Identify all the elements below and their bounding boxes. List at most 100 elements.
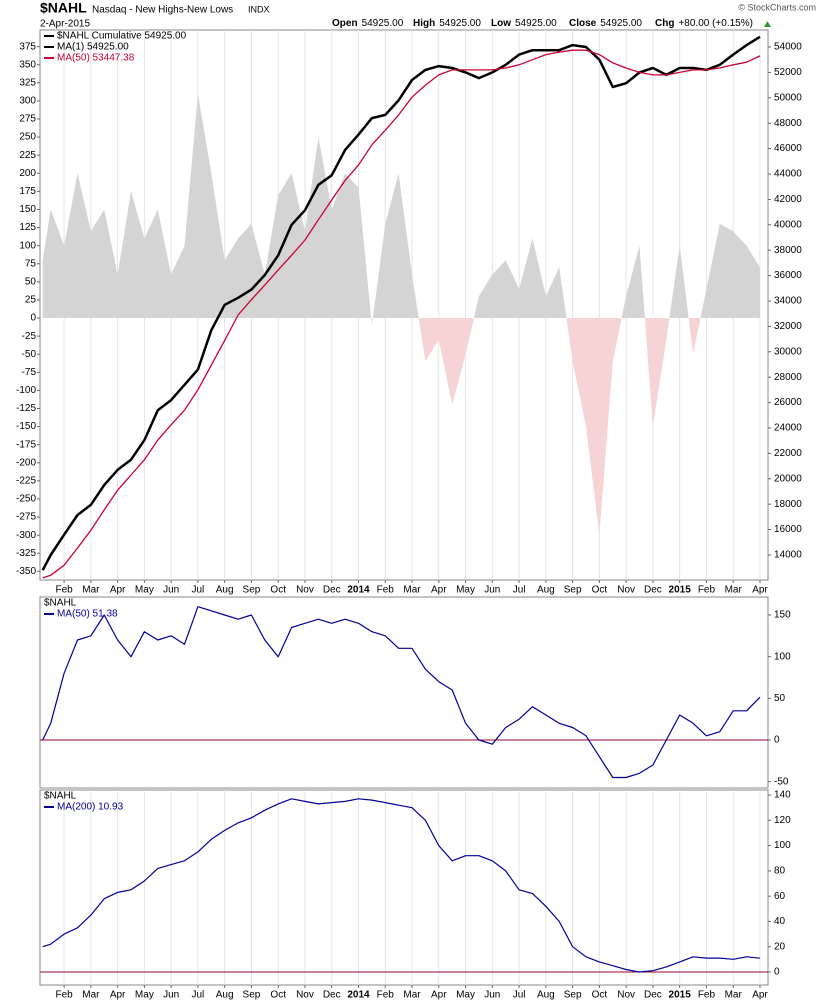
x-tick-label: Apr [752,990,768,1000]
legend-label: $NAHL Cumulative 54925.00 [57,31,187,42]
y2-tick-label: 28000 [774,372,802,383]
x-tick-label: Jun [163,990,179,1000]
exchange: INDX [248,4,270,14]
x-tick-label: Nov [617,990,635,1000]
y2-tick-label: 30000 [774,346,802,357]
x-tick-label: Sep [243,990,261,1000]
x-tick-label: Jul [513,585,526,596]
y-tick-label: -75 [22,367,37,378]
legend-label: MA(50) 53447.38 [57,53,135,64]
y-tick-label: -250 [16,494,36,505]
y-tick-label: 40 [774,916,786,927]
date: 2-Apr-2015 [40,19,90,30]
x-tick-label: Oct [592,585,608,596]
x-tick-label: Dec [323,585,341,596]
x-tick-label: Apr [431,990,447,1000]
x-tick-label: Sep [564,585,582,596]
y-tick-label: 100 [774,651,791,662]
x-tick-label: Jul [192,585,205,596]
quote-item: Open 54925.00 [332,18,404,29]
copyright: © StockCharts.com [738,2,816,12]
x-tick-label: Mar [82,585,100,596]
quote-value: 54925.00 [515,18,557,29]
x-tick-label: Nov [617,585,635,596]
y2-tick-label: 26000 [774,397,802,408]
quote-value: 54925.00 [362,18,404,29]
y2-tick-label: 20000 [774,473,802,484]
y-tick-label: 175 [19,186,36,197]
x-tick-label: May [456,585,475,596]
x-tick-label: Jul [192,990,205,1000]
x-tick-label: Feb [698,990,716,1000]
y2-tick-label: 52000 [774,67,802,78]
quote-label: Open [332,18,358,29]
y2-tick-label: 22000 [774,448,802,459]
x-tick-label: 2015 [669,585,692,596]
y-tick-label: -125 [16,403,36,414]
x-tick-label: 2014 [347,990,370,1000]
panel-frame [39,789,769,986]
y-tick-label: 250 [19,132,36,143]
series-line [42,798,761,973]
x-tick-label: Feb [55,990,73,1000]
y2-tick-label: 32000 [774,321,802,332]
y-tick-label: -50 [774,776,789,787]
y-tick-label: -225 [16,475,36,486]
quote-value: +80.00 (+0.15%) [678,18,753,29]
y-tick-label: -100 [16,385,36,396]
quote-value: 54925.00 [439,18,481,29]
y-tick-label: 0 [774,735,780,746]
x-tick-label: 2015 [669,990,692,1000]
quote-item: Close 54925.00 [569,18,642,29]
panel-frame [39,596,769,789]
y2-tick-label: 44000 [774,169,802,180]
x-tick-label: Dec [644,990,662,1000]
y-tick-label: 60 [774,891,786,902]
legend-title: $NAHL [44,791,77,802]
y-tick-label: 275 [19,114,36,125]
y-tick-label: 350 [19,59,36,70]
y-tick-label: 75 [25,258,37,269]
y-tick-label: 100 [774,840,791,851]
x-tick-label: May [135,585,154,596]
x-tick-label: Feb [55,585,73,596]
x-tick-label: Nov [296,990,314,1000]
quote-label: Low [491,18,511,29]
y-tick-label: -300 [16,530,36,541]
x-tick-label: Aug [216,990,234,1000]
y-tick-label: 150 [19,204,36,215]
y-tick-label: -150 [16,421,36,432]
x-tick-label: Feb [698,585,716,596]
y-tick-label: 375 [19,41,36,52]
y-tick-label: 100 [19,240,36,251]
x-tick-label: Jul [513,990,526,1000]
y-tick-label: -275 [16,512,36,523]
y2-tick-label: 46000 [774,143,802,154]
y-tick-label: -50 [22,349,37,360]
quote-item: Low 54925.00 [491,18,557,29]
y-tick-label: 25 [25,295,37,306]
y-tick-label: 20 [774,941,786,952]
y2-tick-label: 38000 [774,245,802,256]
y2-tick-label: 42000 [774,194,802,205]
y-tick-label: -350 [16,566,36,577]
y-tick-label: 125 [19,222,36,233]
x-tick-label: Sep [243,585,261,596]
legend-label: MA(1) 54925.00 [57,42,129,53]
y-tick-label: 150 [774,610,791,621]
x-tick-label: Apr [110,585,126,596]
y-tick-label: 300 [19,96,36,107]
change-arrow [764,21,771,27]
y2-tick-label: 50000 [774,92,802,103]
y-tick-label: 225 [19,150,36,161]
x-tick-label: Sep [564,990,582,1000]
x-tick-label: Oct [270,990,286,1000]
x-tick-label: 2014 [347,585,370,596]
quote-label: Chg [655,18,674,29]
y2-tick-label: 48000 [774,118,802,129]
x-tick-label: Jun [484,990,500,1000]
y2-tick-label: 16000 [774,524,802,535]
x-tick-label: Oct [592,990,608,1000]
